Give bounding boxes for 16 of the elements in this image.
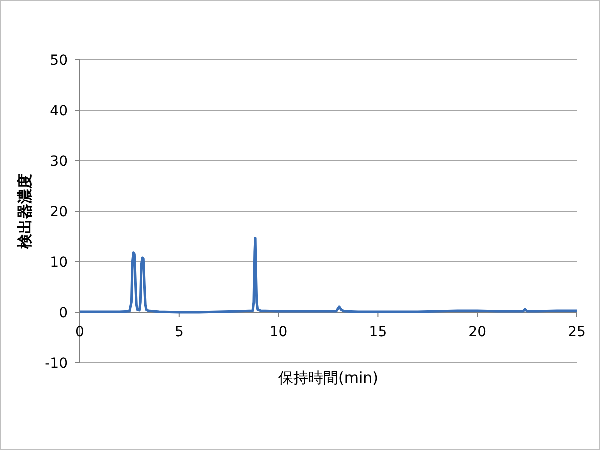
x-tick-label: 25: [568, 324, 586, 340]
x-tick-label: 0: [76, 324, 84, 340]
y-axis-title: 検出器濃度: [16, 174, 34, 250]
y-tick-label: 40: [50, 104, 68, 120]
y-tick-label: 50: [50, 53, 68, 69]
y-tick-label: 10: [50, 255, 68, 271]
x-tick-label: 10: [270, 324, 288, 340]
x-axis-title: 保持時間(min): [278, 369, 378, 387]
y-tick-label: 30: [50, 154, 68, 170]
y-tick-label: 20: [50, 204, 68, 220]
y-tick-label: -10: [45, 356, 68, 372]
y-tick-label: 0: [59, 306, 68, 322]
x-tick-label: 20: [468, 324, 487, 340]
line-series: [78, 237, 578, 314]
x-tick-label: 15: [369, 324, 388, 340]
x-tick-label: 5: [174, 324, 184, 340]
